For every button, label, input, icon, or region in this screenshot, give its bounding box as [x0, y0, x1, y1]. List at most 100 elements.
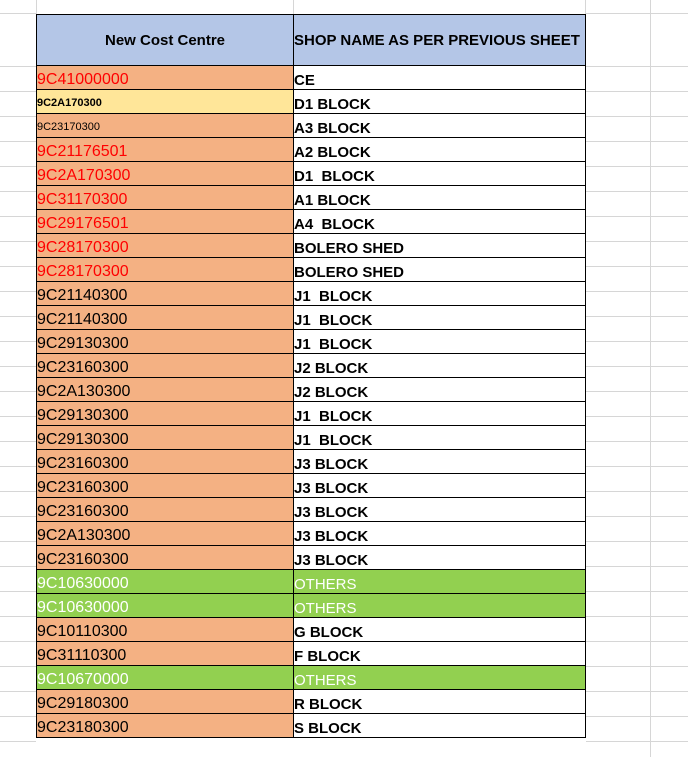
cost-centre-cell[interactable]: 9C23170300: [36, 113, 294, 138]
table-row: 9C23170300 A3 BLOCK: [36, 113, 586, 138]
cost-centre-cell[interactable]: 9C31110300: [36, 641, 294, 666]
cost-centre-cell[interactable]: 9C2A130300: [36, 521, 294, 546]
cost-centre-cell[interactable]: 9C29180300: [36, 689, 294, 714]
shop-name-cell[interactable]: J1 BLOCK: [293, 281, 586, 306]
cost-centre-cell[interactable]: 9C21140300: [36, 281, 294, 306]
shop-name-cell[interactable]: F BLOCK: [293, 641, 586, 666]
shop-name-cell[interactable]: CE: [293, 65, 586, 90]
gridline: [586, 266, 688, 267]
gridline: [36, 0, 37, 14]
gridline: [0, 741, 36, 742]
gridline: [586, 316, 688, 317]
shop-name-cell[interactable]: J3 BLOCK: [293, 521, 586, 546]
shop-name-cell[interactable]: J1 BLOCK: [293, 305, 586, 330]
gridline: [586, 216, 688, 217]
shop-name-cell[interactable]: S BLOCK: [293, 713, 586, 738]
gridline: [586, 191, 688, 192]
gridline: [586, 541, 688, 542]
shop-name-cell[interactable]: G BLOCK: [293, 617, 586, 642]
shop-name-cell[interactable]: J1 BLOCK: [293, 425, 586, 450]
shop-name-cell[interactable]: A4 BLOCK: [293, 209, 586, 234]
table-row: 9C28170300 BOLERO SHED: [36, 233, 586, 258]
gridline: [586, 416, 688, 417]
shop-name-cell[interactable]: J3 BLOCK: [293, 449, 586, 474]
shop-name-cell[interactable]: OTHERS: [293, 665, 586, 690]
gridline: [0, 641, 36, 642]
column-header-new-cost-centre[interactable]: New Cost Centre: [36, 14, 294, 66]
shop-name-cell[interactable]: OTHERS: [293, 593, 586, 618]
shop-name-cell[interactable]: R BLOCK: [293, 689, 586, 714]
gridline: [0, 491, 36, 492]
cost-centre-cell[interactable]: 9C29130300: [36, 329, 294, 354]
gridline: [586, 341, 688, 342]
cost-centre-cell[interactable]: 9C28170300: [36, 257, 294, 282]
table-row: 9C29176501 A4 BLOCK: [36, 209, 586, 234]
gridline: [586, 741, 688, 742]
shop-name-cell[interactable]: A3 BLOCK: [293, 113, 586, 138]
table-row: 9C21140300 J1 BLOCK: [36, 305, 586, 330]
shop-name-cell[interactable]: A2 BLOCK: [293, 137, 586, 162]
cost-centre-cell[interactable]: 9C23160300: [36, 449, 294, 474]
gridline: [0, 216, 36, 217]
gridline: [586, 591, 688, 592]
cost-centre-cell[interactable]: 9C2A170300: [36, 89, 294, 114]
gridline: [0, 666, 36, 667]
gridline: [586, 716, 688, 717]
shop-name-cell[interactable]: D1 BLOCK: [293, 89, 586, 114]
table-body: 9C41000000 CE 9C2A170300 D1 BLOCK 9C2317…: [36, 65, 586, 738]
shop-name-cell[interactable]: A1 BLOCK: [293, 185, 586, 210]
shop-name-cell[interactable]: J2 BLOCK: [293, 353, 586, 378]
shop-name-cell[interactable]: J1 BLOCK: [293, 401, 586, 426]
gridline: [0, 516, 36, 517]
shop-name-cell[interactable]: J3 BLOCK: [293, 545, 586, 570]
cost-centre-cell[interactable]: 9C29130300: [36, 425, 294, 450]
cost-centre-cell[interactable]: 9C41000000: [36, 65, 294, 90]
gridline: [0, 116, 36, 117]
table-row: 9C29130300 J1 BLOCK: [36, 329, 586, 354]
gridline: [586, 491, 688, 492]
gridline: [586, 91, 688, 92]
shop-name-cell[interactable]: J3 BLOCK: [293, 473, 586, 498]
shop-name-cell[interactable]: J2 BLOCK: [293, 377, 586, 402]
gridline: [0, 66, 36, 67]
shop-name-cell[interactable]: D1 BLOCK: [293, 161, 586, 186]
cost-centre-cell[interactable]: 9C10110300: [36, 617, 294, 642]
cost-centre-cell[interactable]: 9C21140300: [36, 305, 294, 330]
cost-centre-cell[interactable]: 9C2A170300: [36, 161, 294, 186]
shop-name-cell[interactable]: OTHERS: [293, 569, 586, 594]
shop-name-cell[interactable]: BOLERO SHED: [293, 233, 586, 258]
cost-centre-cell[interactable]: 9C28170300: [36, 233, 294, 258]
gridline: [293, 0, 294, 14]
shop-name-cell[interactable]: J3 BLOCK: [293, 497, 586, 522]
cost-centre-cell[interactable]: 9C23160300: [36, 473, 294, 498]
table-row: 9C23160300 J2 BLOCK: [36, 353, 586, 378]
gridline: [0, 366, 36, 367]
cost-centre-cell[interactable]: 9C10670000: [36, 665, 294, 690]
gridline: [586, 666, 688, 667]
cost-centre-cell[interactable]: 9C23160300: [36, 545, 294, 570]
cost-centre-cell[interactable]: 9C10630000: [36, 569, 294, 594]
table-row: 9C31170300 A1 BLOCK: [36, 185, 586, 210]
table-row: 9C29130300 J1 BLOCK: [36, 401, 586, 426]
cost-centre-cell[interactable]: 9C23180300: [36, 713, 294, 738]
cost-centre-cell[interactable]: 9C2A130300: [36, 377, 294, 402]
gridline: [586, 141, 688, 142]
gridline: [0, 541, 36, 542]
gridline: [586, 166, 688, 167]
cost-centre-cell[interactable]: 9C29176501: [36, 209, 294, 234]
cost-centre-cell[interactable]: 9C31170300: [36, 185, 294, 210]
gridline: [0, 416, 36, 417]
gridline: [586, 241, 688, 242]
cost-centre-cell[interactable]: 9C21176501: [36, 137, 294, 162]
gridline: [0, 166, 36, 167]
cost-centre-cell[interactable]: 9C29130300: [36, 401, 294, 426]
gridline: [586, 466, 688, 467]
gridline: [0, 566, 36, 567]
cost-centre-cell[interactable]: 9C23160300: [36, 497, 294, 522]
cost-centre-cell[interactable]: 9C10630000: [36, 593, 294, 618]
shop-name-cell[interactable]: J1 BLOCK: [293, 329, 586, 354]
gridline: [586, 391, 688, 392]
shop-name-cell[interactable]: BOLERO SHED: [293, 257, 586, 282]
cost-centre-cell[interactable]: 9C23160300: [36, 353, 294, 378]
column-header-shop-name[interactable]: SHOP NAME AS PER PREVIOUS SHEET: [293, 14, 586, 66]
